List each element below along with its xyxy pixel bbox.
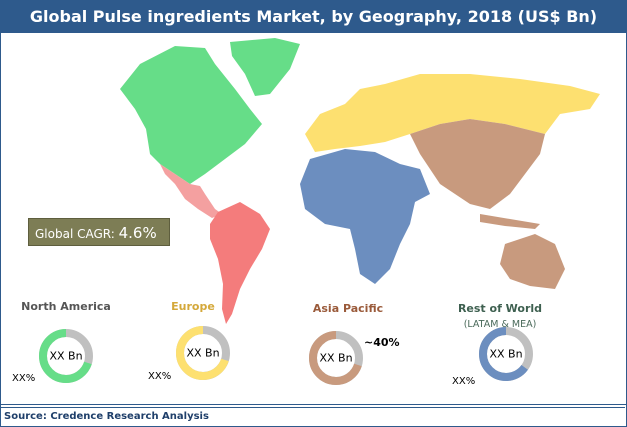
donut-share-north-america — [39, 329, 93, 383]
pct-north-america: XX% — [12, 373, 36, 384]
indonesia — [480, 214, 540, 229]
region-label-europe: Europe — [171, 300, 215, 313]
pct-asia-pacific: ~40% — [364, 336, 400, 349]
donut-share-rest-of-world — [479, 327, 533, 381]
region-label-asia-pacific: Asia Pacific — [312, 302, 384, 315]
donut-share-asia-pacific — [309, 331, 363, 385]
africa-middle-east-region — [300, 149, 430, 284]
cagr-label: Global CAGR: — [35, 227, 115, 241]
australia — [500, 234, 565, 289]
greenland — [230, 38, 300, 96]
asia-pacific-region — [410, 119, 545, 209]
donut-value-rest-of-world: XX Bn — [489, 347, 523, 361]
region-label-north-america: North America — [21, 300, 111, 313]
region-sublabel-rest-of-world: (LATAM & MEA) — [463, 319, 537, 330]
region-label-rest-of-world: Rest of World — [457, 302, 543, 315]
south-america-region — [210, 202, 270, 324]
pct-europe: XX% — [148, 371, 172, 382]
cagr-value: 4.6% — [118, 224, 157, 242]
donut-value-north-america: XX Bn — [49, 349, 83, 363]
page-title: Global Pulse ingredients Market, by Geog… — [0, 0, 627, 33]
donut-value-europe: XX Bn — [186, 346, 220, 360]
donut-rest-of-world — [479, 327, 533, 381]
europe-russia-region — [305, 74, 600, 152]
donut-europe — [176, 326, 230, 380]
central-america-region — [160, 164, 222, 218]
cagr-box: Global CAGR: 4.6% — [28, 218, 170, 246]
source-note: Source: Credence Research Analysis — [0, 407, 625, 425]
donut-north-america — [39, 329, 93, 383]
pct-rest-of-world: XX% — [452, 376, 476, 387]
donut-value-asia-pacific: XX Bn — [319, 351, 353, 365]
divider — [0, 404, 627, 405]
donut-share-europe — [176, 326, 230, 380]
north-america-region — [120, 46, 262, 184]
donut-asia-pacific — [309, 331, 363, 385]
world-map — [120, 38, 600, 324]
